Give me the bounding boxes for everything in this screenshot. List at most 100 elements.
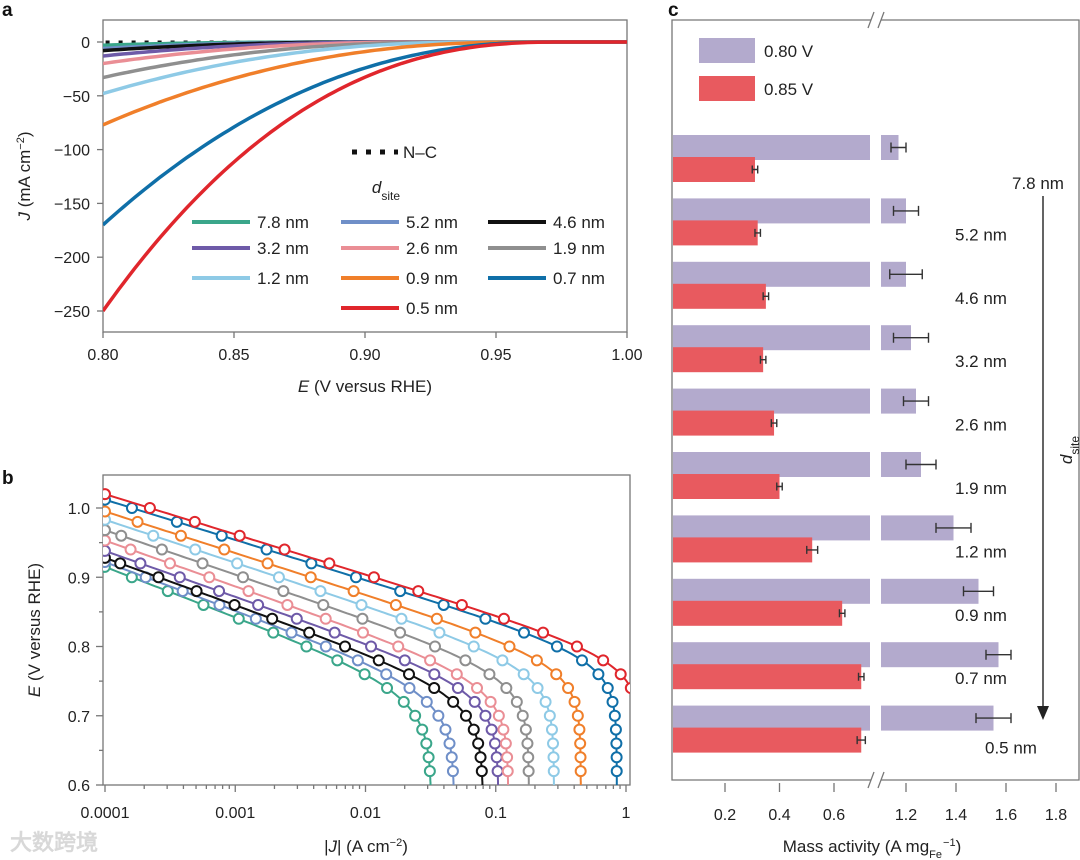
data-point <box>574 737 587 750</box>
legend-swatch <box>699 38 755 63</box>
bar-085V <box>673 157 755 182</box>
data-point <box>356 612 369 625</box>
data-point <box>409 709 422 722</box>
bar-080V-left-segment <box>673 198 870 224</box>
bar-080V-left-segment <box>673 325 870 351</box>
error-bar <box>975 713 1012 724</box>
data-point <box>189 543 202 556</box>
series-line-0.7nm <box>103 40 627 227</box>
error-bar <box>892 205 920 216</box>
data-point <box>475 765 488 778</box>
data-point <box>381 682 394 695</box>
data-point <box>403 682 416 695</box>
category-label: 0.7 nm <box>955 669 1007 688</box>
x-tick-label: 0.95 <box>480 347 511 364</box>
x-tick-label: 0.4 <box>768 807 790 824</box>
legend-label: 0.9 nm <box>406 269 458 288</box>
data-point <box>530 654 543 667</box>
data-point <box>365 640 378 653</box>
legend-label: 4.6 nm <box>553 213 605 232</box>
error-bar <box>762 292 770 301</box>
data-point <box>143 502 156 514</box>
data-point <box>281 598 294 611</box>
data-point <box>550 640 563 653</box>
arrow-label-symbol: d <box>1057 454 1076 464</box>
data-point <box>459 654 472 667</box>
data-point <box>468 695 481 708</box>
data-point <box>550 668 563 681</box>
data-point <box>424 654 437 667</box>
data-point <box>471 682 484 695</box>
bar-085V <box>673 410 775 436</box>
data-point <box>423 765 436 778</box>
data-point <box>574 765 587 778</box>
bar-group-4.6nm: 4.6 nm <box>673 261 1007 309</box>
data-point <box>278 543 291 556</box>
y-tick-label: 0.7 <box>68 709 90 726</box>
data-point <box>445 751 458 764</box>
data-point <box>242 585 255 598</box>
data-point <box>430 612 443 625</box>
data-point <box>510 695 523 708</box>
category-label: 7.8 nm <box>1012 174 1064 193</box>
data-point <box>103 488 111 501</box>
legend-label: 1.2 nm <box>257 269 309 288</box>
x-tick-label: 0.90 <box>349 347 380 364</box>
data-point <box>173 571 186 584</box>
data-point <box>467 723 480 736</box>
panel-label-c: c <box>668 0 679 21</box>
data-point <box>394 626 407 639</box>
data-point <box>304 571 317 584</box>
data-point <box>267 626 280 639</box>
legend-label: 2.6 nm <box>406 239 458 258</box>
bar-group-2.6nm: 2.6 nm <box>673 388 1007 436</box>
data-point <box>521 737 534 750</box>
y-label-symbol: E <box>25 685 44 697</box>
legend-label: 5.2 nm <box>406 213 458 232</box>
data-point <box>197 598 210 611</box>
y-label-sup: −2 <box>15 137 27 150</box>
data-point <box>499 737 512 750</box>
y-axis-label: E (V versus RHE) <box>25 563 44 697</box>
axis-break-mark <box>867 11 875 29</box>
data-point <box>124 543 137 556</box>
data-point <box>403 668 416 681</box>
data-point <box>497 612 510 625</box>
bar-085V <box>673 283 766 309</box>
y-tick-label: −50 <box>63 89 90 106</box>
data-point <box>531 682 544 695</box>
bar-group-1.9nm: 1.9 nm <box>673 452 1007 499</box>
data-point <box>420 737 433 750</box>
bar-group-0.5nm: 0.5 nm <box>673 705 1037 758</box>
data-point <box>636 766 646 776</box>
x-tick-label: 1.00 <box>611 347 642 364</box>
x-tick-label: 1.2 <box>895 807 917 824</box>
x-label-pre: | <box>324 837 328 856</box>
bar-080V <box>881 705 994 731</box>
category-label: 0.5 nm <box>985 739 1037 758</box>
data-point <box>609 723 622 736</box>
error-bar <box>776 482 783 491</box>
data-point <box>339 640 352 653</box>
data-point <box>479 709 492 722</box>
data-point <box>355 598 368 611</box>
data-point <box>103 524 111 537</box>
legend-label: 1.9 nm <box>553 239 605 258</box>
x-tick-label: 0.1 <box>485 805 507 822</box>
error-bar <box>935 522 972 533</box>
data-point <box>543 709 556 722</box>
error-bar <box>856 736 867 745</box>
panel-label-b: b <box>2 468 14 489</box>
curves <box>103 40 627 313</box>
x-tick-label: 0.01 <box>350 805 381 822</box>
data-point <box>571 709 584 722</box>
category-label: 2.6 nm <box>955 416 1007 435</box>
x-axis-label: Mass activity (A mgFe−1) <box>783 837 961 860</box>
bar-085V <box>673 727 862 753</box>
data-point <box>398 654 411 667</box>
data-point <box>624 682 630 694</box>
y-label-text: (V versus RHE) <box>25 563 44 686</box>
bar-080V-left-segment <box>673 515 870 541</box>
category-label: 1.2 nm <box>955 542 1007 561</box>
y-tick-label: 0.9 <box>68 570 90 587</box>
